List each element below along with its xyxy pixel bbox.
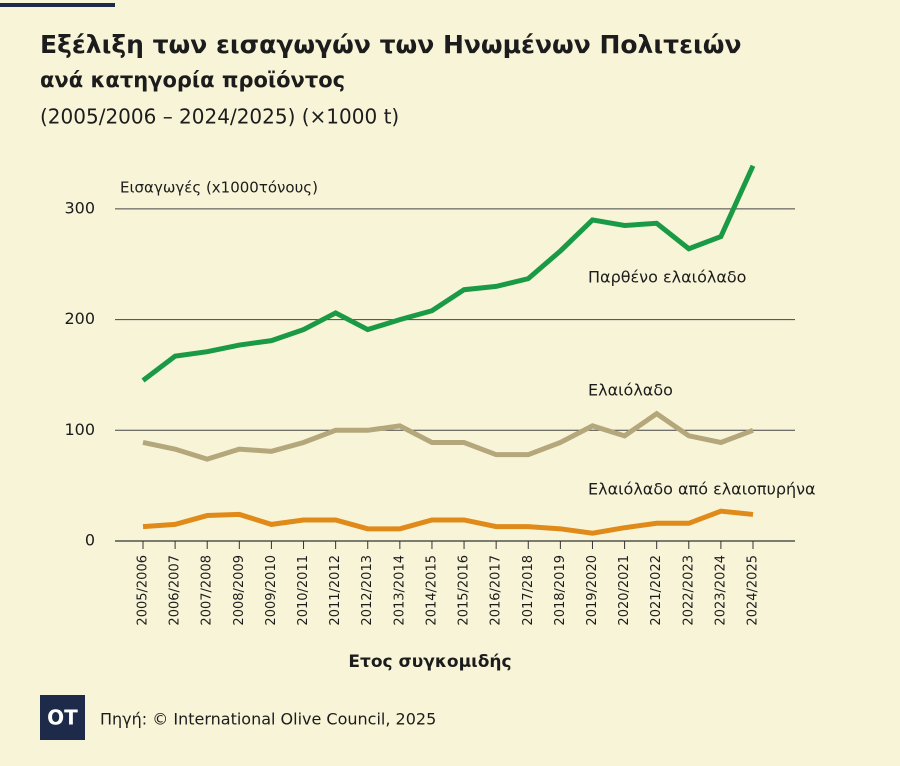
x-tick-label: 2024/2025 [746, 555, 761, 626]
x-tick-label: 2023/2024 [713, 555, 728, 626]
top-bar [0, 3, 115, 7]
x-tick-label: 2009/2010 [264, 555, 279, 626]
x-tick-label: 2021/2022 [649, 555, 664, 626]
series-line [141, 164, 756, 383]
x-axis-label: Ετος συγκομιδής [348, 652, 511, 672]
x-tick-label: 2022/2023 [681, 555, 696, 626]
x-tick-label: 2020/2021 [617, 555, 632, 626]
source: Πηγή: © International Olive Council, 202… [100, 710, 436, 729]
x-tick-label: 2007/2008 [200, 555, 215, 626]
y-tick-label: 300 [64, 198, 95, 217]
x-tick-label: 2014/2015 [424, 555, 439, 626]
chart-note: (2005/2006 – 2024/2025) (×1000 t) [40, 105, 399, 129]
x-tick-label: 2019/2020 [585, 555, 600, 626]
x-tick-label: 2018/2019 [553, 555, 568, 626]
chart-subtitle: ανά κατηγορία προϊόντος [40, 68, 345, 92]
series-label: Ελαιόλαδο [588, 381, 673, 400]
x-tick-label: 2015/2016 [457, 555, 472, 626]
x-tick-label: 2010/2011 [296, 555, 311, 626]
series-line [142, 410, 754, 462]
series-line [142, 508, 754, 536]
x-tick-label: 2011/2012 [328, 555, 343, 626]
series-label: Ελαιόλαδο από ελαιοπυρήνα [588, 480, 816, 499]
y-axis-label: Εισαγωγές (x1000τόνους) [120, 179, 318, 197]
series-label: Παρθένο ελαιόλαδο [588, 268, 746, 287]
x-tick-label: 2012/2013 [360, 555, 375, 626]
x-tick-label: 2008/2009 [232, 555, 247, 626]
y-tick-label: 100 [64, 420, 95, 439]
chart-title: Εξέλιξη των εισαγωγών των Ηνωμένων Πολιτ… [40, 30, 742, 59]
logo-box [40, 695, 85, 740]
x-tick-label: 2017/2018 [521, 555, 536, 626]
x-tick-label: 2005/2006 [136, 555, 151, 626]
x-tick-label: 2016/2017 [489, 555, 504, 626]
x-tick-label: 2006/2007 [168, 555, 183, 626]
logo: OT [47, 706, 78, 730]
y-tick-label: 0 [85, 531, 95, 550]
x-tick-label: 2013/2014 [392, 555, 407, 626]
y-tick-label: 200 [64, 309, 95, 328]
